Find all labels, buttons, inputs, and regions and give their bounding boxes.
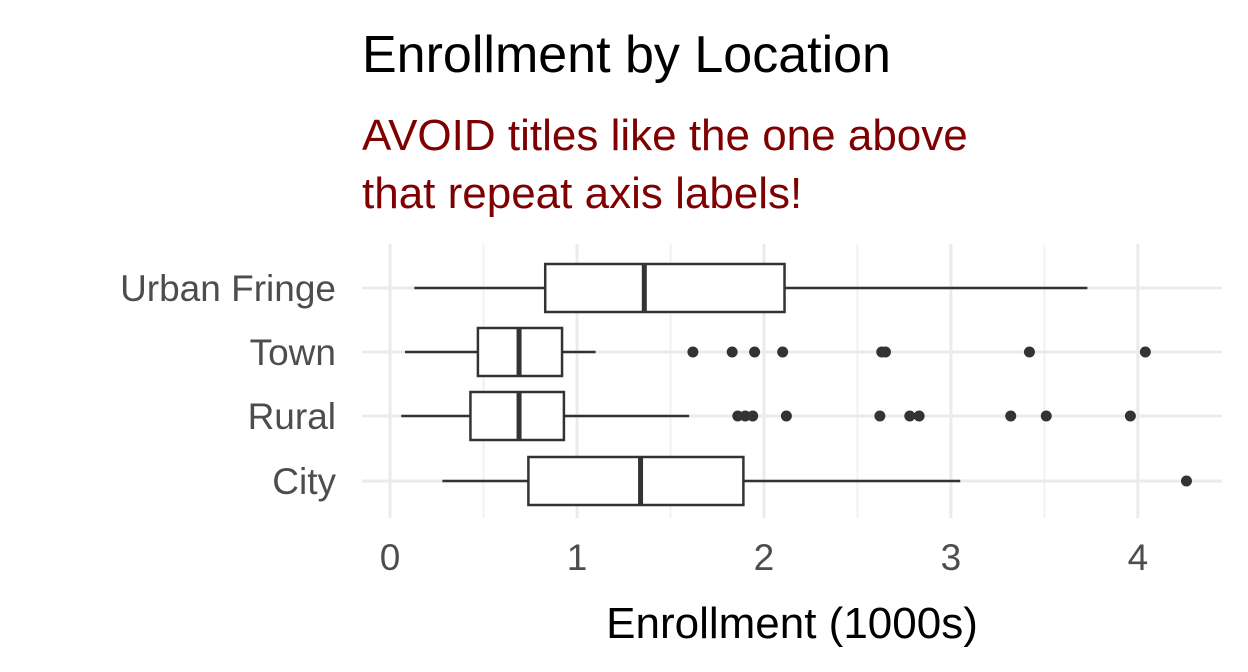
box-rural [401, 390, 1136, 442]
x-tick-label: 4 [1128, 537, 1149, 578]
outlier-point [1124, 410, 1136, 422]
box-iqr [543, 262, 786, 314]
outlier-point [777, 346, 789, 358]
box-city [442, 455, 1192, 507]
outlier-point [1040, 410, 1052, 422]
outlier-point [749, 346, 761, 358]
y-category-label: Rural [248, 396, 336, 437]
chart-subtitle-line-2: that repeat axis labels! [362, 169, 802, 218]
grid-lines [362, 244, 1222, 518]
x-tick-label: 0 [380, 537, 401, 578]
boxes [401, 262, 1192, 507]
y-category-label: Urban Fringe [120, 268, 336, 309]
x-tick-label: 3 [941, 537, 962, 578]
chart-subtitle-line-1: AVOID titles like the one above [362, 111, 968, 160]
y-category-label: City [272, 461, 336, 502]
chart-title: Enrollment by Location [362, 26, 891, 84]
outlier-point [747, 410, 759, 422]
outlier-point [913, 410, 925, 422]
outlier-point [879, 346, 891, 358]
box-iqr [527, 455, 745, 507]
box-urban-fringe [414, 262, 1088, 314]
outlier-point [1005, 410, 1017, 422]
outlier-point [780, 410, 792, 422]
y-category-label: Town [250, 332, 336, 373]
outlier-point [1023, 346, 1035, 358]
outlier-point [1180, 475, 1192, 487]
outlier-point [904, 410, 916, 422]
box-town [405, 326, 1151, 378]
labels: Enrollment by Location AVOID titles like… [120, 26, 1148, 648]
x-axis-title: Enrollment (1000s) [606, 599, 978, 648]
outlier-point [726, 346, 738, 358]
x-tick-label: 2 [754, 537, 775, 578]
x-tick-label: 1 [567, 537, 588, 578]
outlier-point [1139, 346, 1151, 358]
outlier-point [687, 346, 699, 358]
outlier-point [874, 410, 886, 422]
